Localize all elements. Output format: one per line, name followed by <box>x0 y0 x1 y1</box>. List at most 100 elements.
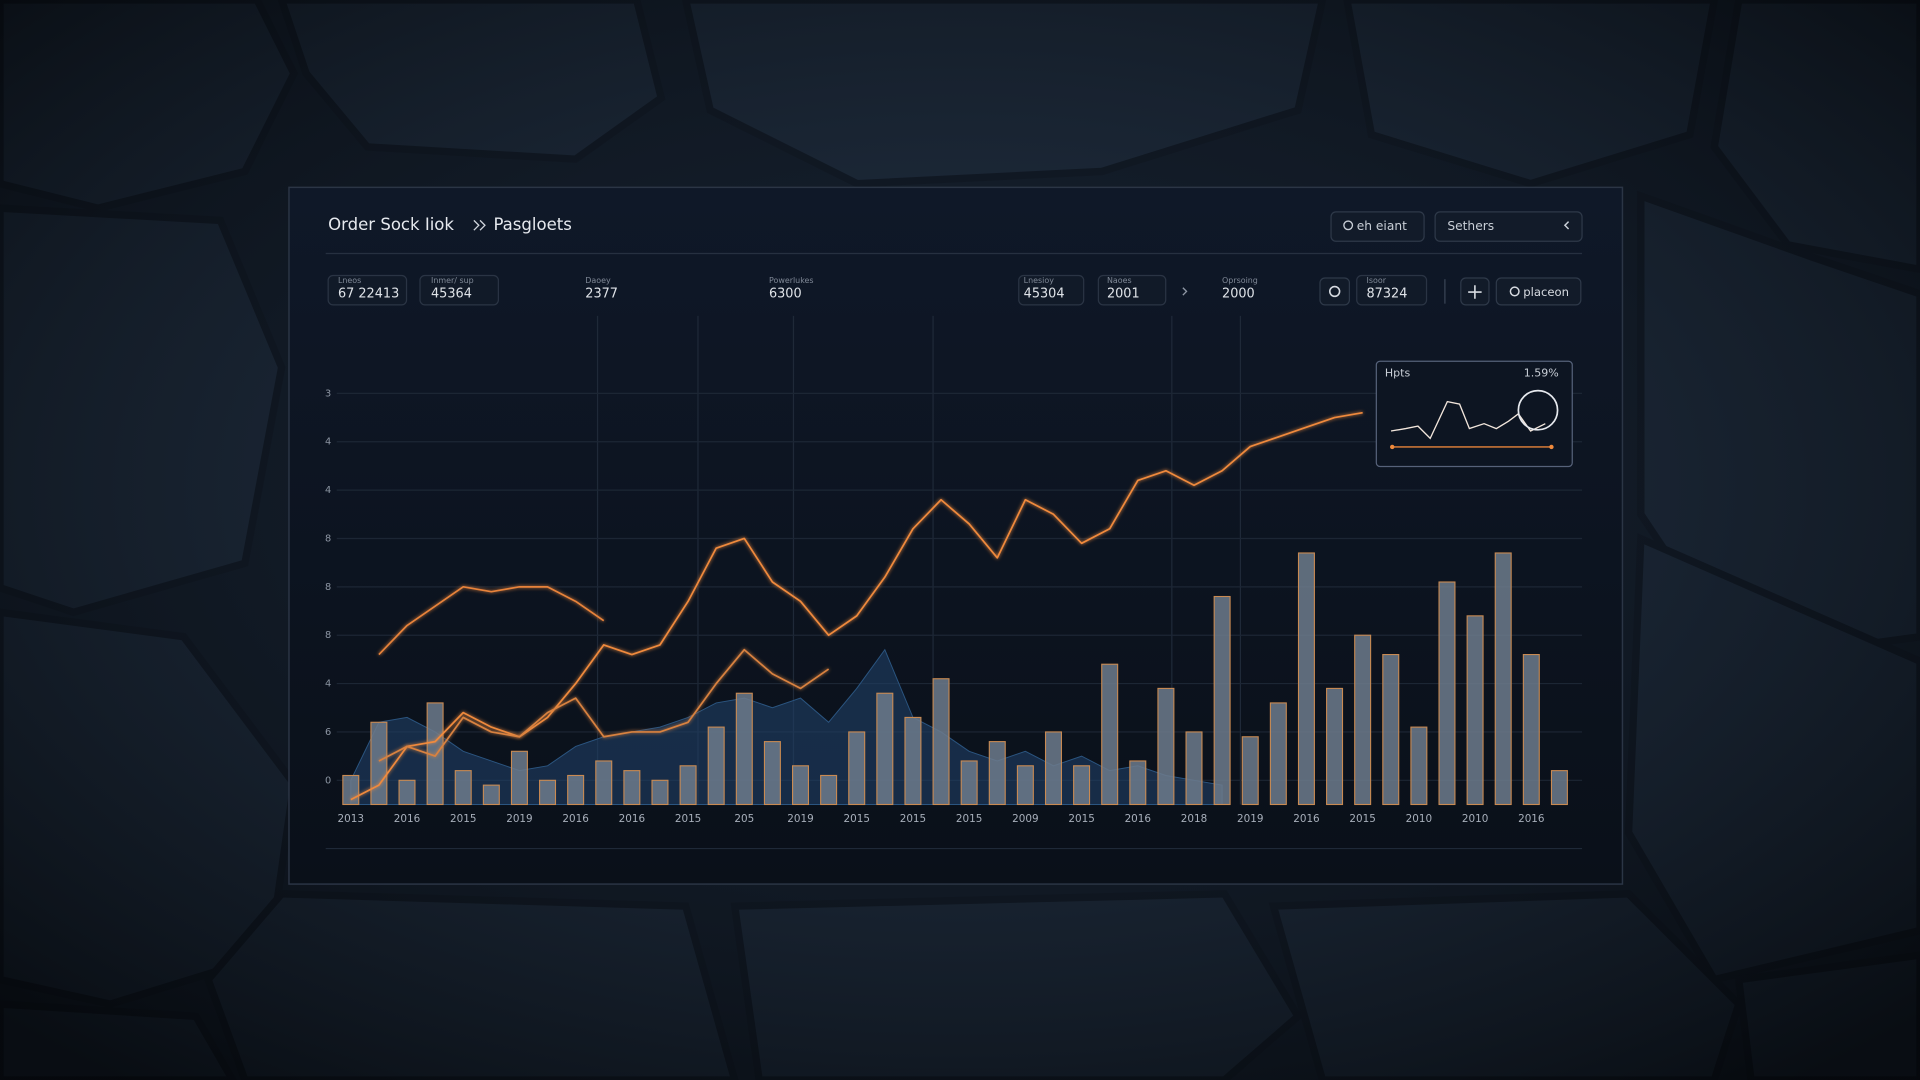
x-tick-label: 2010 <box>1406 813 1432 825</box>
bar <box>792 765 810 806</box>
x-tick-label: 2019 <box>1237 813 1263 825</box>
x-tick-label: 2016 <box>562 813 588 825</box>
bar <box>1326 687 1344 806</box>
stat-value: 6300 <box>769 286 802 301</box>
search-icon <box>1343 220 1354 231</box>
stat-value: 2001 <box>1107 286 1140 301</box>
status-button[interactable] <box>1319 277 1350 306</box>
bar <box>1241 736 1259 806</box>
bar <box>932 678 950 806</box>
dropdown-chevron <box>1563 221 1570 230</box>
bar <box>595 760 613 806</box>
x-tick-label: 2019 <box>787 813 813 825</box>
bar <box>848 731 866 806</box>
inset-value: 1.59% <box>1524 366 1559 379</box>
x-tick-label: 2010 <box>1462 813 1488 825</box>
y-tick-label: 4 <box>325 437 331 448</box>
y-tick-label: 6 <box>325 727 331 738</box>
bar <box>1073 765 1091 806</box>
stats-chevron <box>1182 287 1188 296</box>
bar <box>988 741 1006 806</box>
breadcrumb-title[interactable]: Order Sock Iiok <box>328 215 454 234</box>
settings-label[interactable]: Sethers <box>1447 219 1494 233</box>
stat-value: 2000 <box>1222 286 1255 301</box>
x-tick-label: 2016 <box>394 813 420 825</box>
bar <box>960 760 978 806</box>
stat-value: 87324 <box>1367 286 1408 301</box>
bar <box>1101 663 1119 806</box>
bar <box>370 721 388 806</box>
inset-title: Hpts <box>1385 366 1411 379</box>
add-icon <box>1468 285 1482 299</box>
x-tick-label: 2016 <box>1518 813 1544 825</box>
x-tick-label: 2015 <box>843 813 869 825</box>
inset-frame <box>1375 360 1573 468</box>
x-tick-label: 2015 <box>956 813 982 825</box>
y-tick-label: 4 <box>325 485 331 496</box>
breadcrumb-separator <box>473 219 486 231</box>
stat-box <box>1018 274 1085 306</box>
bar <box>454 770 472 806</box>
inset-ring <box>1517 389 1559 431</box>
action-button[interactable] <box>1495 277 1582 306</box>
bar <box>510 750 528 806</box>
search-button[interactable] <box>1330 211 1425 242</box>
stat-value: 2377 <box>585 286 618 301</box>
bar <box>1522 653 1540 806</box>
x-tick-label: 2015 <box>675 813 701 825</box>
bar <box>1494 552 1512 806</box>
x-tick-label: 2016 <box>1293 813 1319 825</box>
bar <box>398 779 416 806</box>
y-tick-label: 0 <box>325 775 331 786</box>
x-tick-label: 2019 <box>506 813 532 825</box>
bar <box>1466 615 1484 806</box>
chart: 0 6 4 8 8 8 4 4 3 2013 2016 2015 2019 2016 2016 2015 205… <box>325 388 1583 825</box>
bar <box>1297 552 1315 806</box>
stat-box <box>1097 274 1167 306</box>
inset-card: Hpts 1.59% <box>1375 360 1573 468</box>
x-tick-label: 2015 <box>450 813 476 825</box>
x-tick-label: 2009 <box>1012 813 1038 825</box>
breadcrumb-page[interactable]: Pasgloets <box>493 215 571 234</box>
bar <box>1550 770 1568 806</box>
stat-label: Oprsoing <box>1222 276 1258 285</box>
x-tick-label: 2015 <box>1068 813 1094 825</box>
stat-value: 45304 <box>1024 286 1065 301</box>
action-label[interactable]: placeon <box>1523 285 1569 299</box>
stat-box <box>419 274 499 306</box>
status-icon <box>1329 285 1341 298</box>
y-tick-label: 8 <box>325 533 331 544</box>
stat-label: Naoes <box>1107 276 1132 285</box>
bar <box>707 726 725 806</box>
stat-label: Lneos <box>338 276 361 285</box>
stat-label: Daoey <box>585 276 611 285</box>
stat-box <box>327 274 408 306</box>
bar <box>904 716 922 806</box>
bar <box>876 692 894 806</box>
stat-box <box>1356 274 1428 306</box>
bar <box>651 779 669 806</box>
inset-dot <box>1549 444 1554 450</box>
action-icon <box>1509 286 1520 297</box>
x-tick-label: 2016 <box>1125 813 1151 825</box>
bar <box>1129 760 1147 806</box>
bar <box>1213 595 1231 806</box>
y-tick-label: 3 <box>325 388 331 399</box>
bar <box>482 784 500 806</box>
stat-label: Lnesioy <box>1024 276 1055 285</box>
search-label[interactable]: eh eiant <box>1357 219 1407 233</box>
bar <box>342 774 360 806</box>
bar <box>1157 687 1175 806</box>
line <box>378 585 605 656</box>
bar <box>763 741 781 806</box>
x-tick-label: 2013 <box>338 813 364 825</box>
stat-label: Inmer/ sup <box>431 276 474 285</box>
bar <box>1354 634 1372 806</box>
bar <box>567 774 585 806</box>
bar <box>1185 731 1203 806</box>
bar <box>1438 581 1456 806</box>
settings-dropdown[interactable] <box>1434 211 1583 242</box>
bar <box>1044 731 1062 806</box>
